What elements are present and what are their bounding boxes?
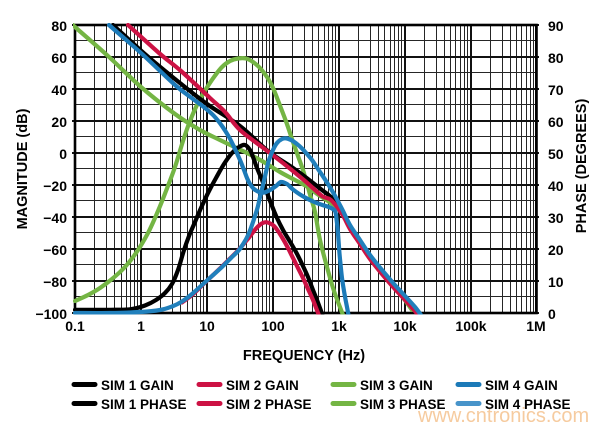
svg-text:−20: −20 [43, 178, 67, 194]
svg-text:−40: −40 [43, 210, 67, 226]
svg-text:0: 0 [548, 306, 556, 322]
svg-text:SIM 4 GAIN: SIM 4 GAIN [485, 378, 558, 393]
svg-text:80: 80 [51, 18, 67, 34]
svg-text:1M: 1M [526, 318, 545, 334]
svg-text:80: 80 [548, 50, 564, 66]
svg-text:SIM 3 PHASE: SIM 3 PHASE [360, 397, 446, 412]
svg-text:20: 20 [548, 242, 564, 258]
svg-text:10k: 10k [393, 318, 417, 334]
svg-text:100: 100 [261, 318, 285, 334]
svg-text:−80: −80 [43, 274, 67, 290]
svg-text:1k: 1k [331, 318, 347, 334]
svg-text:1: 1 [137, 318, 145, 334]
svg-text:SIM 2 GAIN: SIM 2 GAIN [226, 378, 299, 393]
svg-text:SIM 1 PHASE: SIM 1 PHASE [101, 397, 187, 412]
svg-text:MAGNITUDE (dB): MAGNITUDE (dB) [15, 108, 31, 229]
svg-text:−60: −60 [43, 242, 67, 258]
svg-text:0.1: 0.1 [65, 318, 85, 334]
svg-text:−100: −100 [35, 306, 67, 322]
svg-text:60: 60 [548, 114, 564, 130]
svg-text:50: 50 [548, 146, 564, 162]
svg-text:0: 0 [59, 146, 67, 162]
svg-text:60: 60 [51, 50, 67, 66]
svg-text:100k: 100k [455, 318, 486, 334]
svg-text:30: 30 [548, 210, 564, 226]
svg-text:10: 10 [199, 318, 215, 334]
svg-text:40: 40 [548, 178, 564, 194]
svg-text:10: 10 [548, 274, 564, 290]
svg-text:PHASE (DEGREES): PHASE (DEGREES) [574, 99, 590, 234]
svg-text:90: 90 [548, 18, 564, 34]
svg-text:www.cntronics.com: www.cntronics.com [417, 405, 589, 426]
svg-text:SIM 4 PHASE: SIM 4 PHASE [485, 397, 571, 412]
svg-text:FREQUENCY (Hz): FREQUENCY (Hz) [243, 348, 365, 364]
svg-text:40: 40 [51, 82, 67, 98]
svg-text:SIM 1 GAIN: SIM 1 GAIN [101, 378, 174, 393]
svg-text:SIM 3 GAIN: SIM 3 GAIN [360, 378, 433, 393]
svg-text:70: 70 [548, 82, 564, 98]
svg-text:SIM 2 PHASE: SIM 2 PHASE [226, 397, 312, 412]
svg-text:20: 20 [51, 114, 67, 130]
